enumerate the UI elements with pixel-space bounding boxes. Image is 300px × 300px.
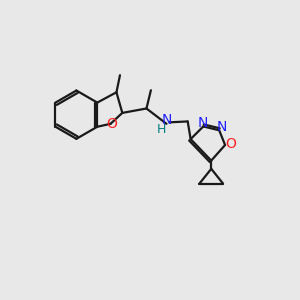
Text: N: N [216, 120, 227, 134]
Text: O: O [106, 117, 117, 131]
Text: N: N [162, 113, 172, 127]
Text: H: H [157, 123, 166, 136]
Text: O: O [225, 136, 236, 151]
Text: N: N [197, 116, 208, 130]
